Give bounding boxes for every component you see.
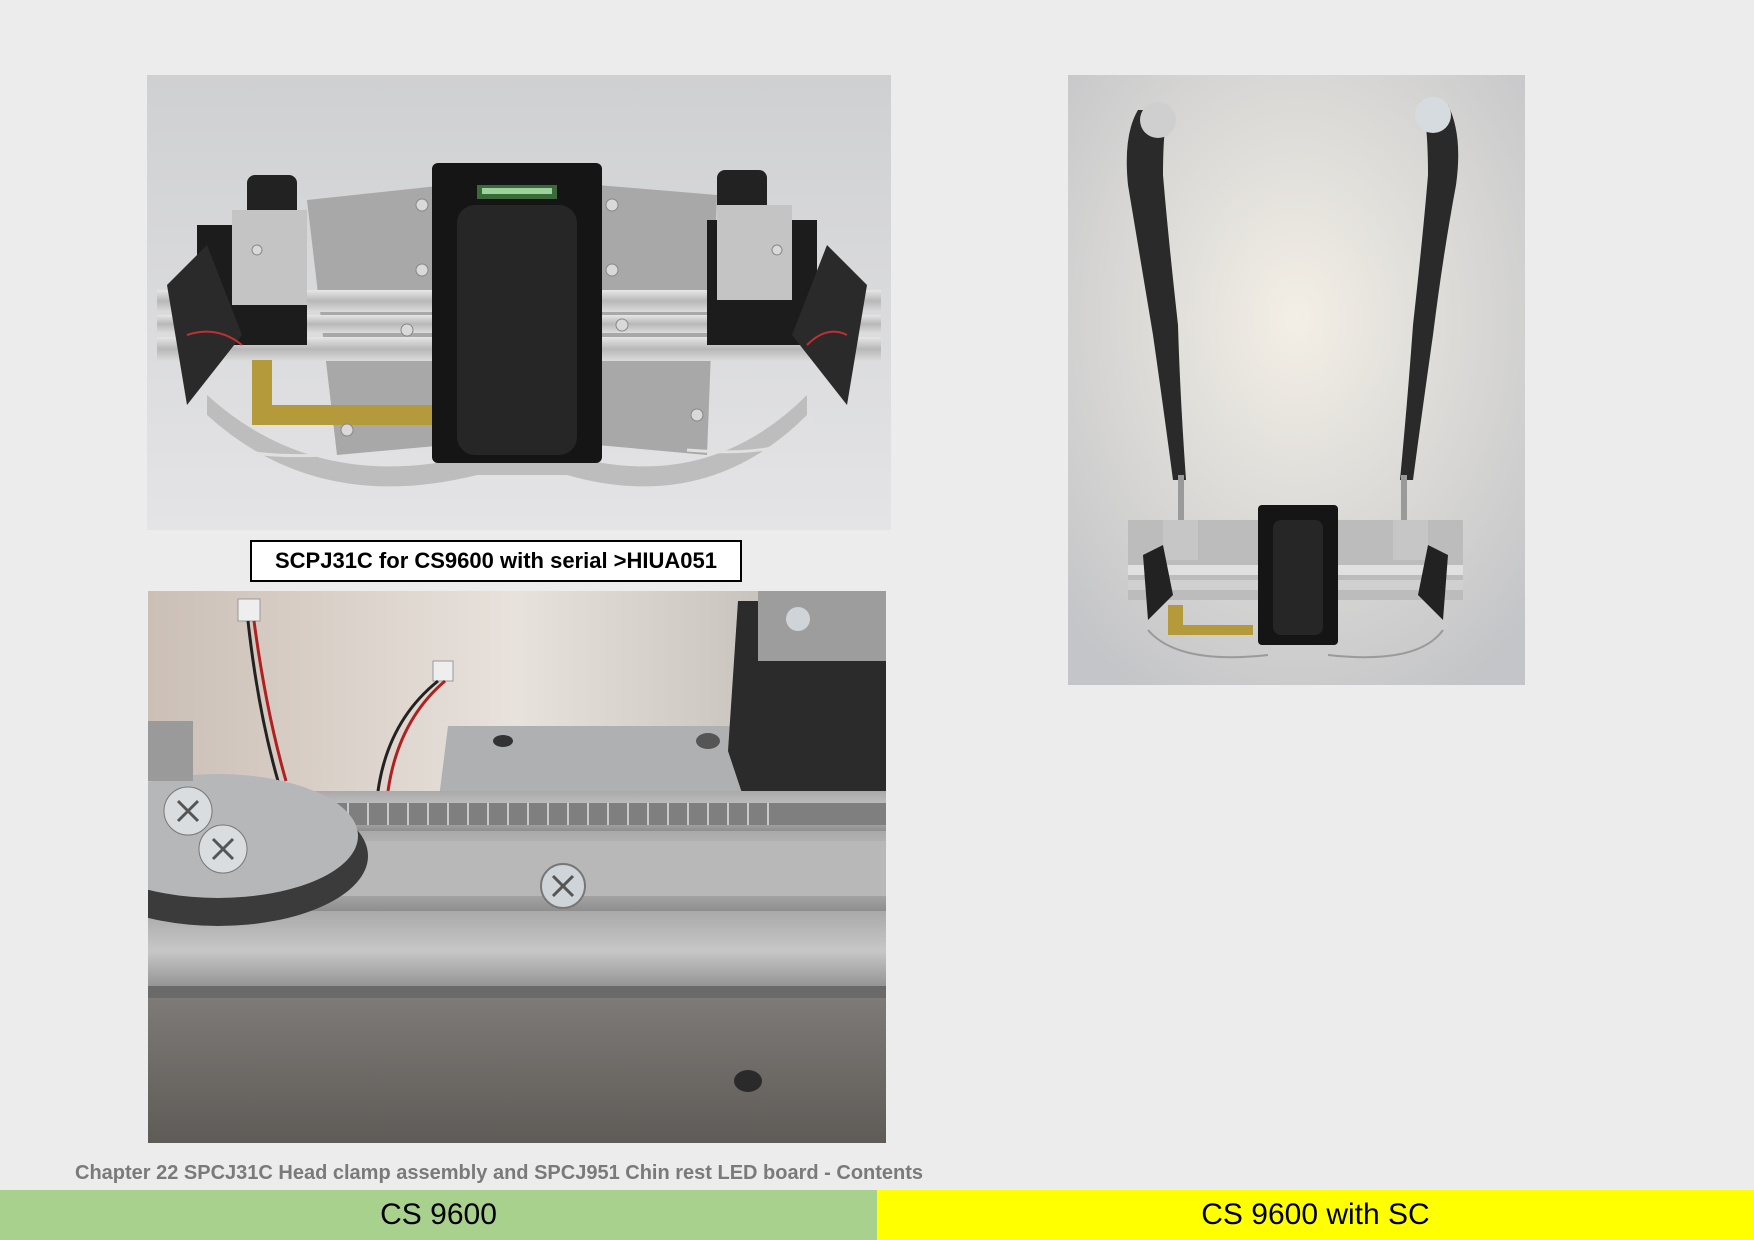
- gear-rack-closeup-photo: [148, 591, 886, 1143]
- cs9600-with-sc-button[interactable]: CS 9600 with SC: [877, 1190, 1754, 1240]
- assembly-caption: SCPJ31C for CS9600 with serial >HIUA051: [250, 540, 742, 582]
- chapter-title-link[interactable]: Chapter 22 SPCJ31C Head clamp assembly a…: [75, 1162, 924, 1184]
- head-clamp-with-arms-photo: [1068, 75, 1525, 685]
- model-nav-bar: CS 9600 CS 9600 with SC: [0, 1190, 1754, 1240]
- head-clamp-assembly-photo: [147, 75, 891, 530]
- cs9600-button[interactable]: CS 9600: [0, 1190, 877, 1240]
